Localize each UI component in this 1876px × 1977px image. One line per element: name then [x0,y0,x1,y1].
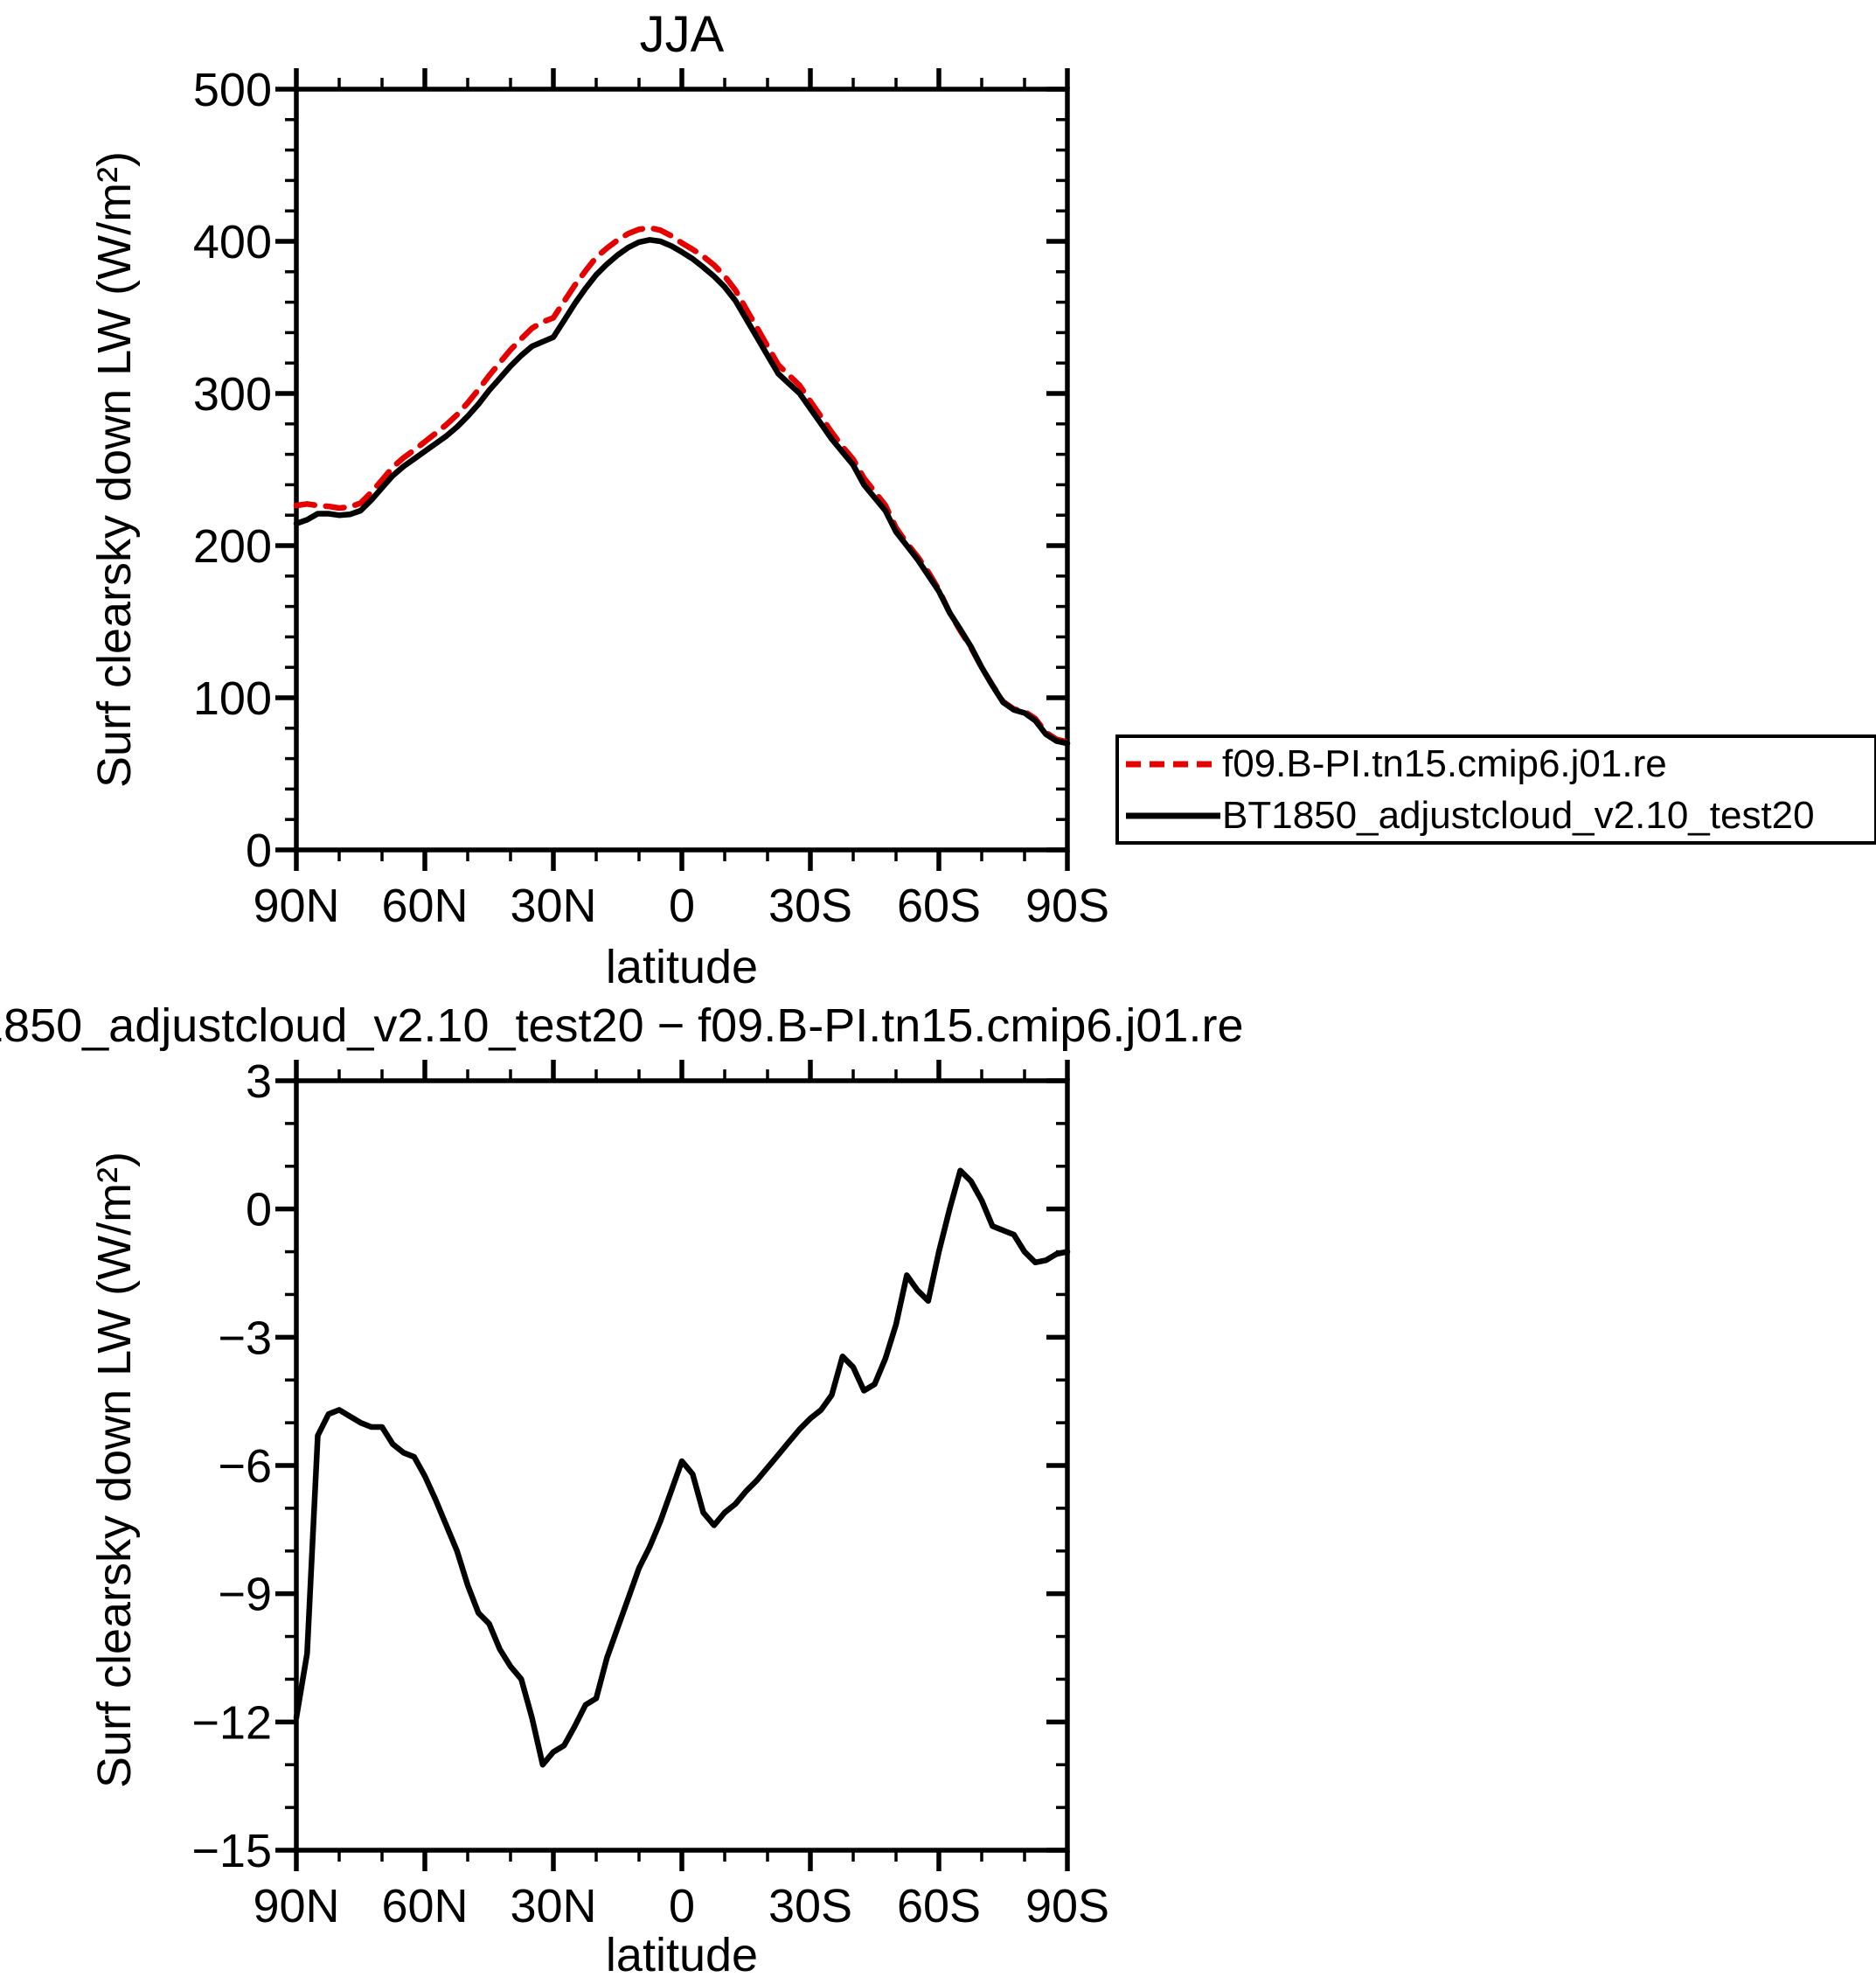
y-tick-label: 200 [193,520,272,573]
legend: f09.B-PI.tn15.cmip6.j01.re BT1850_adjust… [1115,734,1876,845]
difference-series-0 [293,1167,1071,1768]
y-tick-label: 400 [193,216,272,268]
y-tick-label: −12 [191,1696,272,1749]
y-tick-label: 0 [246,1184,272,1236]
x-tick-label: 30S [768,1880,852,1932]
y-tick-label: 100 [193,672,272,725]
x-tick-label: 60S [897,880,981,932]
red-dashed-line-sample [1126,761,1220,767]
top-chart-title: JJA [639,6,725,63]
x-tick-label: 30N [510,1880,596,1932]
x-tick-label: 90S [1025,1880,1109,1932]
y-tick-label: −3 [218,1312,272,1364]
x-tick-label: 30S [768,880,852,932]
y-tick-label: −15 [191,1825,272,1877]
x-tick-label: 0 [669,880,695,932]
legend-row-bt1850: BT1850_adjustcloud_v2.10_test20 [1124,794,1874,838]
legend-label-f09: f09.B-PI.tn15.cmip6.j01.re [1222,741,1667,785]
y-tick-label: −6 [218,1440,272,1493]
y-tick-label: 3 [246,1055,272,1108]
jja-zonal-mean-series-0 [293,225,1071,745]
x-tick-label: 90S [1025,880,1109,932]
x-tick-label: 0 [669,1880,695,1932]
legend-row-f09: f09.B-PI.tn15.cmip6.j01.re [1124,742,1874,786]
top-chart-y-axis-label: Surf clearsky down LW (W/m²) [88,150,141,789]
x-tick-label: 90N [253,880,339,932]
y-tick-label: 300 [193,368,272,421]
bottom-chart-x-axis-label: latitude [605,1929,759,1977]
x-tick-label: 30N [510,880,596,932]
bottom-chart-y-axis-label: Surf clearsky down LW (W/m²) [88,1151,141,1789]
y-tick-label: 0 [246,825,272,877]
x-tick-label: 90N [253,1880,339,1932]
x-tick-label: 60N [381,880,468,932]
x-tick-label: 60S [897,1880,981,1932]
legend-label-bt1850: BT1850_adjustcloud_v2.10_test20 [1222,793,1815,837]
y-tick-label: −9 [218,1569,272,1621]
jja-zonal-mean-series-1 [293,237,1071,747]
y-tick-label: 500 [193,64,272,116]
bottom-chart-title: BT1850_adjustcloud_v2.10_test20 − f09.B-… [0,999,1244,1052]
top-chart-x-axis-label: latitude [605,941,759,993]
black-solid-line-sample [1126,812,1220,818]
jja-zonal-mean-plot-box [294,87,1070,853]
x-tick-label: 60N [381,1880,468,1932]
